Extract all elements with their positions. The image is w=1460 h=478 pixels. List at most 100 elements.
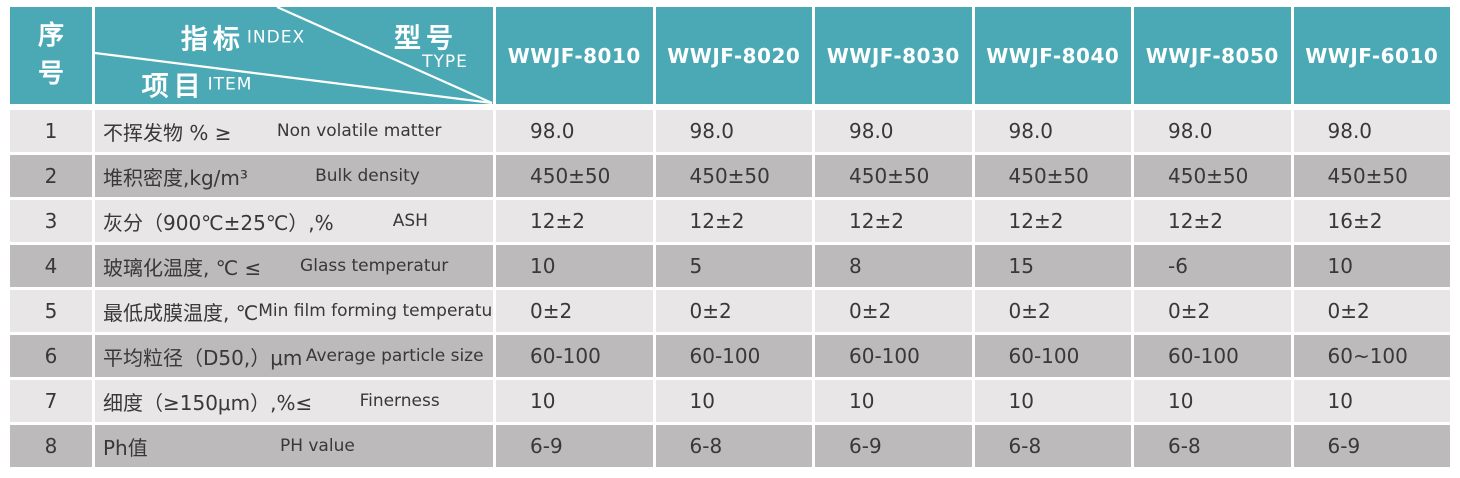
- value-cell: 10: [974, 380, 1131, 422]
- column-header-wwjf-8030: WWJF-8030: [815, 7, 972, 104]
- value-cell: 12±2: [1134, 200, 1291, 242]
- value-cell: 5: [655, 245, 812, 287]
- value-cell: 8: [815, 245, 972, 287]
- value-cell: 15: [974, 245, 1131, 287]
- item-cell: 灰分（900℃±25℃）,% ASH: [95, 200, 493, 242]
- index-label-cn: 指标: [180, 24, 245, 56]
- value-cell: 0±2: [1134, 290, 1291, 332]
- value-cell: 12±2: [655, 200, 812, 242]
- item-name-cn: 平均粒径（D50,）μm: [103, 345, 303, 370]
- item-name-en: Glass temperatur: [300, 256, 449, 276]
- item-name-cn: 堆积密度,kg/m³: [103, 165, 248, 190]
- item-cell: 平均粒径（D50,）μm Average particle size: [95, 335, 493, 377]
- value-cell: 60~100: [1293, 335, 1450, 377]
- value-cell: 16±2: [1293, 200, 1450, 242]
- item-label-cn: 项目: [141, 71, 206, 103]
- spec-table: 序 号 指标 INDEX 项目 ITEM 型号 TYPE WWJF-8010 W…: [10, 7, 1450, 470]
- column-header-wwjf-8040: WWJF-8040: [974, 7, 1131, 104]
- value-cell: 6-9: [815, 425, 972, 467]
- type-label-cn: 型号: [394, 23, 458, 55]
- value-cell: 10: [496, 380, 653, 422]
- column-header-wwjf-8010: WWJF-8010: [496, 7, 653, 104]
- header-serial-number-cell: 序 号: [10, 7, 92, 104]
- value-cell: 450±50: [815, 155, 972, 197]
- serial-number-label: 序 号: [37, 20, 64, 89]
- value-cell: 450±50: [974, 155, 1131, 197]
- value-cell: 12±2: [815, 200, 972, 242]
- value-cell: 6-8: [1134, 425, 1291, 467]
- header-item-label: 项目 ITEM: [142, 65, 253, 104]
- header-diagonal-cell: 指标 INDEX 项目 ITEM 型号 TYPE: [95, 7, 493, 104]
- row-number: 4: [10, 245, 92, 287]
- table-row: 8 Ph值 PH value 6-9 6-8 6-9 6-8 6-8 6-9: [10, 425, 1450, 467]
- item-cell: 玻璃化温度, ℃ ≤ Glass temperatur: [95, 245, 493, 287]
- index-label-en: INDEX: [246, 27, 306, 47]
- column-header-wwjf-6010: WWJF-6010: [1293, 7, 1450, 104]
- value-cell: 0±2: [815, 290, 972, 332]
- value-cell: 10: [815, 380, 972, 422]
- item-name-en: Min film forming temperatur: [258, 301, 493, 321]
- value-cell: 98.0: [655, 110, 812, 152]
- item-cell: Ph值 PH value: [95, 425, 493, 467]
- table-row: 2 堆积密度,kg/m³ Bulk density 450±50 450±50 …: [10, 155, 1450, 197]
- value-cell: 0±2: [496, 290, 653, 332]
- value-cell: 60-100: [974, 335, 1131, 377]
- value-cell: 450±50: [655, 155, 812, 197]
- table-header: 序 号 指标 INDEX 项目 ITEM 型号 TYPE WWJF-8010 W…: [10, 7, 1450, 104]
- value-cell: 60-100: [815, 335, 972, 377]
- item-name-cn: 细度（≥150μm）,%≤: [103, 390, 313, 415]
- header-index-label: 指标 INDEX: [181, 18, 305, 57]
- value-cell: 0±2: [1293, 290, 1450, 332]
- table-row: 1 不挥发物 % ≥ Non volatile matter 98.0 98.0…: [10, 110, 1450, 152]
- value-cell: 10: [1293, 380, 1450, 422]
- value-cell: 0±2: [974, 290, 1131, 332]
- table-row: 6 平均粒径（D50,）μm Average particle size 60-…: [10, 335, 1450, 377]
- table-row: 7 细度（≥150μm）,%≤ Finerness 10 10 10 10 10…: [10, 380, 1450, 422]
- value-cell: 10: [496, 245, 653, 287]
- item-name-en: Non volatile matter: [276, 121, 442, 141]
- value-cell: 10: [1293, 245, 1450, 287]
- value-cell: 60-100: [655, 335, 812, 377]
- value-cell: 6-9: [496, 425, 653, 467]
- value-cell: 450±50: [1134, 155, 1291, 197]
- value-cell: 98.0: [974, 110, 1131, 152]
- item-cell: 堆积密度,kg/m³ Bulk density: [95, 155, 493, 197]
- value-cell: 98.0: [1293, 110, 1450, 152]
- row-number: 1: [10, 110, 92, 152]
- item-label-en: ITEM: [207, 74, 253, 94]
- value-cell: 12±2: [496, 200, 653, 242]
- item-cell: 不挥发物 % ≥ Non volatile matter: [95, 110, 493, 152]
- item-name-en: Finerness: [359, 391, 440, 411]
- item-name-cn: 不挥发物 % ≥: [103, 120, 232, 145]
- value-cell: 450±50: [496, 155, 653, 197]
- value-cell: 10: [1134, 380, 1291, 422]
- value-cell: 6-8: [655, 425, 812, 467]
- value-cell: 60-100: [1134, 335, 1291, 377]
- item-cell: 细度（≥150μm）,%≤ Finerness: [95, 380, 493, 422]
- item-cell: 最低成膜温度, ℃ Min film forming temperatur: [95, 290, 493, 332]
- row-number: 5: [10, 290, 92, 332]
- value-cell: 98.0: [1134, 110, 1291, 152]
- diagonal-divider-lines: [95, 7, 493, 104]
- value-cell: 6-8: [974, 425, 1131, 467]
- table-body: 1 不挥发物 % ≥ Non volatile matter 98.0 98.0…: [10, 110, 1450, 467]
- column-header-wwjf-8020: WWJF-8020: [655, 7, 812, 104]
- table-row: 3 灰分（900℃±25℃）,% ASH 12±2 12±2 12±2 12±2…: [10, 200, 1450, 242]
- table-row: 4 玻璃化温度, ℃ ≤ Glass temperatur 10 5 8 15 …: [10, 245, 1450, 287]
- row-number: 2: [10, 155, 92, 197]
- value-cell: 10: [655, 380, 812, 422]
- value-cell: 6-9: [1293, 425, 1450, 467]
- value-cell: 450±50: [1293, 155, 1450, 197]
- type-label-en: TYPE: [422, 52, 468, 72]
- item-name-en: Average particle size: [305, 346, 484, 366]
- item-name-cn: 灰分（900℃±25℃）,%: [103, 210, 334, 235]
- item-name-cn: Ph值: [103, 435, 148, 460]
- item-name-en: PH value: [279, 436, 355, 456]
- value-cell: 98.0: [815, 110, 972, 152]
- value-cell: 98.0: [496, 110, 653, 152]
- row-number: 3: [10, 200, 92, 242]
- item-name-en: Bulk density: [315, 166, 420, 186]
- row-number: 8: [10, 425, 92, 467]
- row-number: 6: [10, 335, 92, 377]
- value-cell: 60-100: [496, 335, 653, 377]
